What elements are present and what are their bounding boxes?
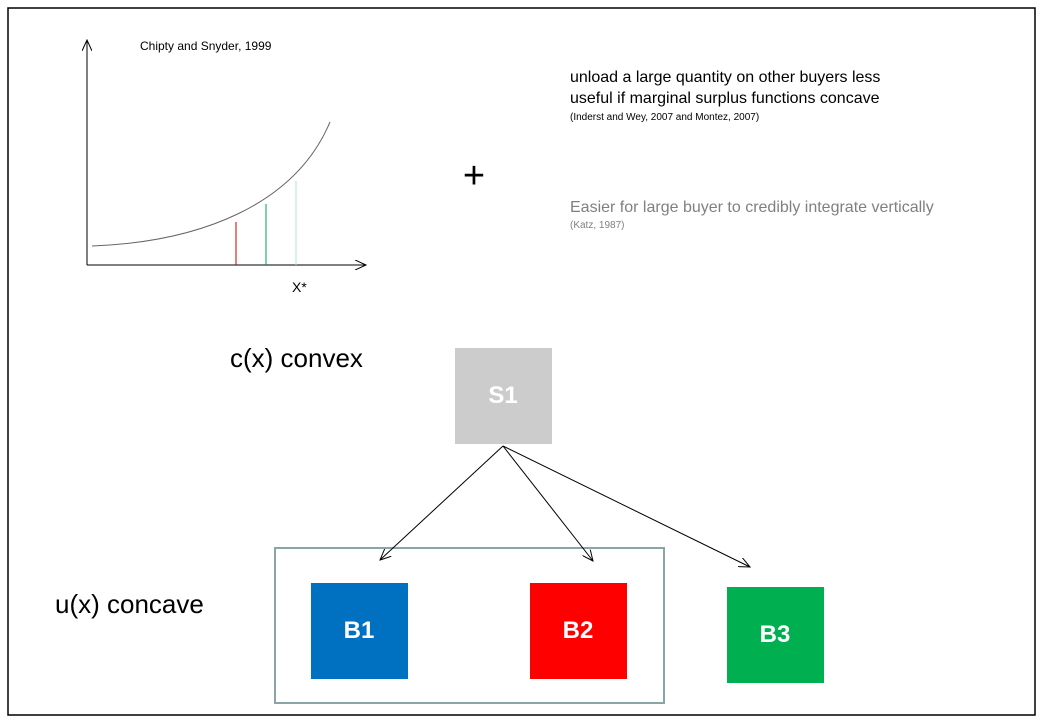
note-line: useful if marginal surplus functions con… (570, 90, 880, 107)
arrow (380, 445, 504, 560)
node-label: B2 (563, 617, 594, 644)
node-label: B3 (760, 621, 791, 648)
source: Chipty and Snyder, 1999 (140, 39, 272, 53)
buyers-label: u(x) concave (55, 589, 204, 619)
node-box (530, 583, 627, 679)
curve (91, 121, 331, 247)
supplier-label: c(x) convex (230, 343, 363, 373)
node-box (455, 348, 552, 444)
node-label: B1 (344, 617, 375, 644)
node-box (727, 587, 824, 683)
citation: (Katz, 1987) (570, 220, 624, 231)
note-line: unload a large quantity on other buyers … (570, 69, 880, 86)
node-box (311, 583, 408, 679)
node-label: S1 (488, 382, 517, 409)
buyer-group (274, 547, 665, 704)
plus: + (463, 155, 485, 197)
note-line: Easier for large buyer to credibly integ… (570, 199, 934, 216)
arrow (502, 445, 593, 561)
citation: (Inderst and Wey, 2007 and Montez, 2007) (570, 112, 759, 123)
x-label: X* (292, 279, 307, 295)
nodes: S1 B1 B2 B3 (311, 348, 824, 683)
arrow (502, 445, 750, 567)
